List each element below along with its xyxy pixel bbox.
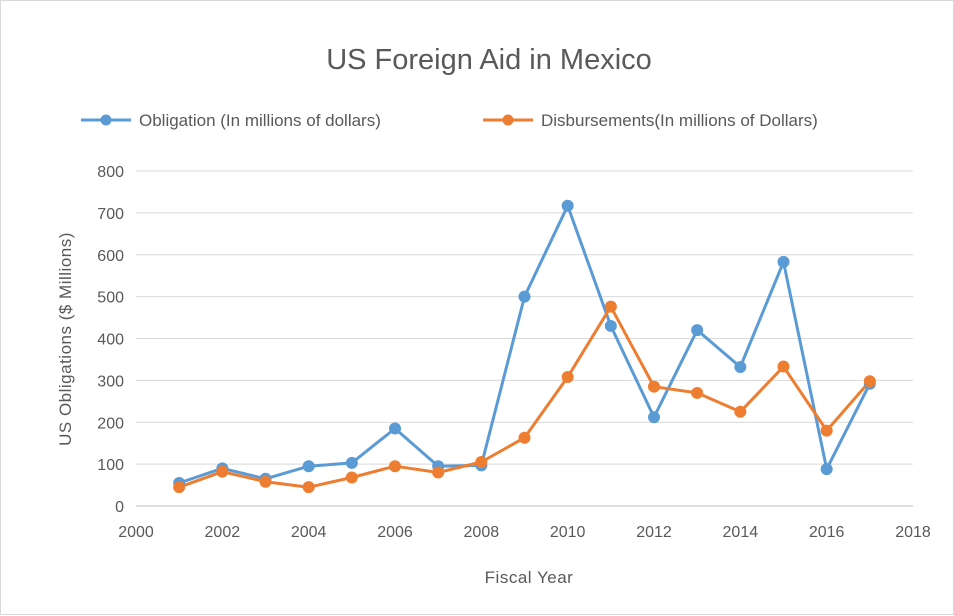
legend-marker-disbursements [502,114,514,126]
x-axis-title: Fiscal Year [485,568,574,587]
data-point-series-0 [302,460,315,473]
data-point-series-1 [475,456,488,469]
y-axis-title: US Obligations ($ Millions) [56,232,75,446]
data-point-series-1 [259,475,272,488]
data-point-series-1 [302,481,315,494]
y-tick-labels: 0 100 200 300 400 500 600 700 800 [97,164,124,516]
legend-item-disbursements: Disbursements(In millions of Dollars) [483,111,818,130]
data-point-series-1 [648,380,660,393]
legend-item-obligation: Obligation (In millions of dollars) [81,111,381,130]
y-tick-label: 400 [97,332,124,349]
y-tick-label: 500 [97,290,124,307]
y-tick-label: 600 [97,248,124,265]
chart-title: US Foreign Aid in Mexico [326,44,652,76]
data-point-series-0 [345,456,358,469]
x-tick-label: 2008 [464,524,500,541]
data-point-series-0 [734,360,747,373]
data-point-series-1 [734,405,747,418]
x-tick-label: 2004 [291,524,327,541]
series-line-1 [178,305,871,489]
data-point-series-1 [216,465,229,478]
data-point-series-0 [691,324,704,337]
x-tick-labels: 2000 2002 2004 2006 2008 2010 2012 2014 2016 2018 [118,524,931,541]
data-point-series-1 [389,460,401,473]
y-tick-label: 300 [97,373,124,390]
legend-marker-obligation [100,114,112,126]
data-point-series-1 [173,481,186,494]
data-point-series-1 [820,424,833,437]
data-point-series-1 [432,466,445,479]
x-tick-label: 2002 [205,524,241,541]
data-point-series-1 [604,300,617,313]
y-tick-label: 800 [97,164,124,181]
legend-label-obligation: Obligation (In millions of dollars) [139,111,381,130]
data-point-series-0 [648,411,660,424]
data-point-series-0 [820,463,833,476]
legend-label-disbursements: Disbursements(In millions of Dollars) [541,111,818,130]
x-tick-label: 2018 [895,524,931,541]
data-point-series-1 [345,471,358,484]
data-point-series-0 [518,290,531,303]
x-tick-label: 2010 [550,524,586,541]
x-tick-label: 2012 [636,524,672,541]
data-point-series-0 [389,422,401,435]
x-tick-label: 2016 [809,524,845,541]
data-point-series-0 [777,255,790,268]
series-markers [173,199,876,494]
y-tick-label: 700 [97,206,124,223]
data-point-series-1 [561,371,574,384]
y-tick-label: 100 [97,457,124,474]
y-tick-label: 200 [97,415,124,432]
data-point-series-0 [561,199,574,212]
y-tick-label: 0 [115,499,124,516]
x-tick-label: 2014 [723,524,759,541]
series-lines [178,204,872,489]
x-tick-label: 2006 [377,524,413,541]
legend: Obligation (In millions of dollars) Disb… [81,111,818,130]
data-point-series-1 [518,431,531,444]
gridlines [136,170,913,507]
data-point-series-1 [863,375,876,388]
data-point-series-0 [604,319,617,332]
data-point-series-1 [777,360,790,373]
data-point-series-1 [691,386,704,399]
x-tick-label: 2000 [118,524,154,541]
